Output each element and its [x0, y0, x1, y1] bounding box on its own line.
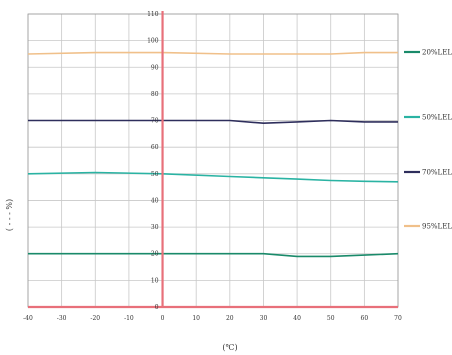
y-tick-label: 100	[147, 38, 159, 45]
x-tick-label: 40	[293, 315, 301, 322]
x-tick-label: -40	[23, 315, 33, 322]
legend-label: 95%LEL	[422, 223, 452, 231]
series-line-95pctlel	[27, 51, 398, 55]
axes	[28, 11, 398, 309]
legend: 20%LEL 50%LEL 70%LEL 95%LEL	[404, 49, 452, 231]
x-tick-labels: -40 -30 -20 -10 0 10 20 30 40 50 60 70	[23, 315, 402, 322]
plot-frame	[27, 13, 399, 308]
x-tick-label: -20	[90, 315, 100, 322]
x-tick-label: 0	[161, 315, 165, 322]
y-axis-title: ( ‐ ‐ ‐ %)	[5, 199, 14, 231]
legend-label: 70%LEL	[422, 169, 452, 177]
x-tick-label: 30	[260, 315, 268, 322]
x-tick-label: -30	[57, 315, 67, 322]
grid	[27, 13, 399, 308]
y-tick-label: 90	[151, 64, 159, 71]
series-line-70pctlel	[28, 119, 398, 124]
y-tick-labels: 0 10 20 30 40 50 60 70 80 90 100 110	[147, 11, 159, 311]
x-tick-label: 50	[327, 315, 335, 322]
x-tick-label: 10	[192, 315, 200, 322]
y-tick-label: 110	[147, 11, 159, 18]
y-tick-label: 0	[155, 304, 159, 311]
legend-label: 20%LEL	[422, 49, 452, 57]
legend-label: 50%LEL	[422, 114, 452, 122]
x-tick-label: 20	[226, 315, 234, 322]
series-line-50pctlel	[27, 171, 399, 183]
series-line-20pctlel	[28, 252, 399, 258]
y-tick-label: 50	[151, 171, 159, 178]
y-tick-label: 40	[151, 197, 159, 204]
y-tick-label: 60	[151, 144, 159, 151]
y-tick-label: 80	[151, 91, 159, 98]
series-lines	[27, 51, 399, 258]
x-tick-label: 60	[361, 315, 369, 322]
x-tick-label: -10	[124, 315, 134, 322]
y-tick-label: 70	[151, 118, 159, 125]
x-axis-title: (℃)	[222, 343, 237, 352]
y-tick-label: 20	[151, 251, 159, 258]
x-tick-label: 70	[394, 315, 402, 322]
y-tick-label: 30	[151, 224, 159, 231]
y-tick-label: 10	[151, 277, 159, 284]
